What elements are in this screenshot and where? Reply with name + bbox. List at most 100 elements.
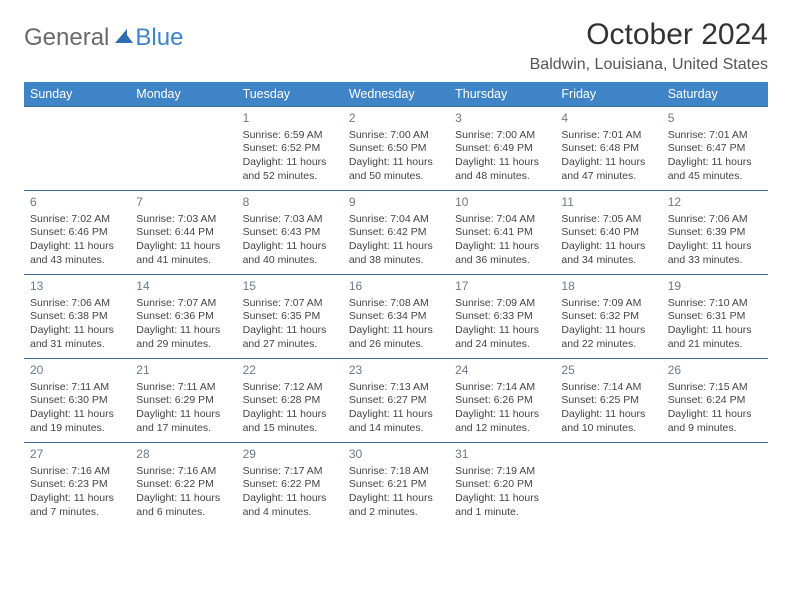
sunset-text: Sunset: 6:20 PM — [455, 478, 549, 492]
calendar-body: 1Sunrise: 6:59 AMSunset: 6:52 PMDaylight… — [24, 107, 768, 527]
sunrise-text: Sunrise: 7:09 AM — [455, 297, 549, 311]
day-number: 4 — [561, 111, 655, 127]
calendar-day-cell: 20Sunrise: 7:11 AMSunset: 6:30 PMDayligh… — [24, 359, 130, 443]
daylight-text: Daylight: 11 hours and 17 minutes. — [136, 408, 230, 435]
day-number: 21 — [136, 363, 230, 379]
day-number: 12 — [668, 195, 762, 211]
sunset-text: Sunset: 6:40 PM — [561, 226, 655, 240]
calendar-day-cell: 4Sunrise: 7:01 AMSunset: 6:48 PMDaylight… — [555, 107, 661, 191]
calendar-day-cell: 12Sunrise: 7:06 AMSunset: 6:39 PMDayligh… — [662, 191, 768, 275]
daylight-text: Daylight: 11 hours and 31 minutes. — [30, 324, 124, 351]
calendar-day-cell: 27Sunrise: 7:16 AMSunset: 6:23 PMDayligh… — [24, 443, 130, 527]
sunrise-text: Sunrise: 7:13 AM — [349, 381, 443, 395]
calendar-day-cell — [24, 107, 130, 191]
day-number: 22 — [243, 363, 337, 379]
daylight-text: Daylight: 11 hours and 43 minutes. — [30, 240, 124, 267]
sunrise-text: Sunrise: 7:08 AM — [349, 297, 443, 311]
daylight-text: Daylight: 11 hours and 15 minutes. — [243, 408, 337, 435]
header: General Blue October 2024 Baldwin, Louis… — [24, 18, 768, 74]
sunrise-text: Sunrise: 7:01 AM — [668, 129, 762, 143]
calendar-day-cell: 21Sunrise: 7:11 AMSunset: 6:29 PMDayligh… — [130, 359, 236, 443]
calendar-day-cell: 11Sunrise: 7:05 AMSunset: 6:40 PMDayligh… — [555, 191, 661, 275]
daylight-text: Daylight: 11 hours and 22 minutes. — [561, 324, 655, 351]
day-header: Sunday — [24, 82, 130, 107]
daylight-text: Daylight: 11 hours and 41 minutes. — [136, 240, 230, 267]
sunset-text: Sunset: 6:23 PM — [30, 478, 124, 492]
calendar-day-cell: 23Sunrise: 7:13 AMSunset: 6:27 PMDayligh… — [343, 359, 449, 443]
day-number: 7 — [136, 195, 230, 211]
sunrise-text: Sunrise: 7:14 AM — [455, 381, 549, 395]
calendar-day-cell: 10Sunrise: 7:04 AMSunset: 6:41 PMDayligh… — [449, 191, 555, 275]
sunrise-text: Sunrise: 7:07 AM — [136, 297, 230, 311]
sunrise-text: Sunrise: 7:12 AM — [243, 381, 337, 395]
sunset-text: Sunset: 6:49 PM — [455, 142, 549, 156]
sunrise-text: Sunrise: 7:11 AM — [136, 381, 230, 395]
daylight-text: Daylight: 11 hours and 4 minutes. — [243, 492, 337, 519]
sunrise-text: Sunrise: 7:00 AM — [349, 129, 443, 143]
daylight-text: Daylight: 11 hours and 52 minutes. — [243, 156, 337, 183]
day-number: 23 — [349, 363, 443, 379]
daylight-text: Daylight: 11 hours and 33 minutes. — [668, 240, 762, 267]
calendar-day-cell: 28Sunrise: 7:16 AMSunset: 6:22 PMDayligh… — [130, 443, 236, 527]
day-number: 9 — [349, 195, 443, 211]
day-number: 24 — [455, 363, 549, 379]
day-number: 27 — [30, 447, 124, 463]
calendar-week-row: 1Sunrise: 6:59 AMSunset: 6:52 PMDaylight… — [24, 107, 768, 191]
logo-sail-icon — [113, 24, 133, 52]
calendar-day-cell: 22Sunrise: 7:12 AMSunset: 6:28 PMDayligh… — [237, 359, 343, 443]
day-number: 11 — [561, 195, 655, 211]
calendar-day-cell: 2Sunrise: 7:00 AMSunset: 6:50 PMDaylight… — [343, 107, 449, 191]
daylight-text: Daylight: 11 hours and 12 minutes. — [455, 408, 549, 435]
logo-word-blue: Blue — [135, 24, 183, 52]
day-number: 18 — [561, 279, 655, 295]
logo: General Blue — [24, 18, 183, 52]
day-number: 29 — [243, 447, 337, 463]
sunset-text: Sunset: 6:27 PM — [349, 394, 443, 408]
day-header: Thursday — [449, 82, 555, 107]
calendar-day-cell: 6Sunrise: 7:02 AMSunset: 6:46 PMDaylight… — [24, 191, 130, 275]
sunset-text: Sunset: 6:21 PM — [349, 478, 443, 492]
day-number: 5 — [668, 111, 762, 127]
sunrise-text: Sunrise: 7:09 AM — [561, 297, 655, 311]
calendar-day-cell: 30Sunrise: 7:18 AMSunset: 6:21 PMDayligh… — [343, 443, 449, 527]
logo-word-general: General — [24, 24, 109, 52]
calendar-week-row: 13Sunrise: 7:06 AMSunset: 6:38 PMDayligh… — [24, 275, 768, 359]
day-header: Saturday — [662, 82, 768, 107]
day-number: 6 — [30, 195, 124, 211]
daylight-text: Daylight: 11 hours and 38 minutes. — [349, 240, 443, 267]
sunrise-text: Sunrise: 7:00 AM — [455, 129, 549, 143]
day-number: 30 — [349, 447, 443, 463]
daylight-text: Daylight: 11 hours and 2 minutes. — [349, 492, 443, 519]
daylight-text: Daylight: 11 hours and 26 minutes. — [349, 324, 443, 351]
day-number: 19 — [668, 279, 762, 295]
sunset-text: Sunset: 6:34 PM — [349, 310, 443, 324]
calendar-day-cell: 31Sunrise: 7:19 AMSunset: 6:20 PMDayligh… — [449, 443, 555, 527]
sunrise-text: Sunrise: 7:06 AM — [30, 297, 124, 311]
day-header: Monday — [130, 82, 236, 107]
sunrise-text: Sunrise: 6:59 AM — [243, 129, 337, 143]
daylight-text: Daylight: 11 hours and 21 minutes. — [668, 324, 762, 351]
sunset-text: Sunset: 6:24 PM — [668, 394, 762, 408]
day-number: 25 — [561, 363, 655, 379]
calendar-week-row: 6Sunrise: 7:02 AMSunset: 6:46 PMDaylight… — [24, 191, 768, 275]
sunrise-text: Sunrise: 7:17 AM — [243, 465, 337, 479]
sunset-text: Sunset: 6:26 PM — [455, 394, 549, 408]
sunrise-text: Sunrise: 7:04 AM — [349, 213, 443, 227]
calendar-day-cell: 17Sunrise: 7:09 AMSunset: 6:33 PMDayligh… — [449, 275, 555, 359]
calendar-head: SundayMondayTuesdayWednesdayThursdayFrid… — [24, 82, 768, 107]
calendar-day-cell: 9Sunrise: 7:04 AMSunset: 6:42 PMDaylight… — [343, 191, 449, 275]
day-header: Wednesday — [343, 82, 449, 107]
title-month: October 2024 — [530, 18, 768, 52]
calendar-day-cell: 5Sunrise: 7:01 AMSunset: 6:47 PMDaylight… — [662, 107, 768, 191]
calendar-day-cell: 16Sunrise: 7:08 AMSunset: 6:34 PMDayligh… — [343, 275, 449, 359]
day-number: 13 — [30, 279, 124, 295]
sunset-text: Sunset: 6:39 PM — [668, 226, 762, 240]
sunset-text: Sunset: 6:35 PM — [243, 310, 337, 324]
daylight-text: Daylight: 11 hours and 19 minutes. — [30, 408, 124, 435]
sunset-text: Sunset: 6:36 PM — [136, 310, 230, 324]
day-number: 17 — [455, 279, 549, 295]
sunrise-text: Sunrise: 7:14 AM — [561, 381, 655, 395]
sunset-text: Sunset: 6:41 PM — [455, 226, 549, 240]
calendar-day-cell: 26Sunrise: 7:15 AMSunset: 6:24 PMDayligh… — [662, 359, 768, 443]
title-block: October 2024 Baldwin, Louisiana, United … — [530, 18, 768, 74]
